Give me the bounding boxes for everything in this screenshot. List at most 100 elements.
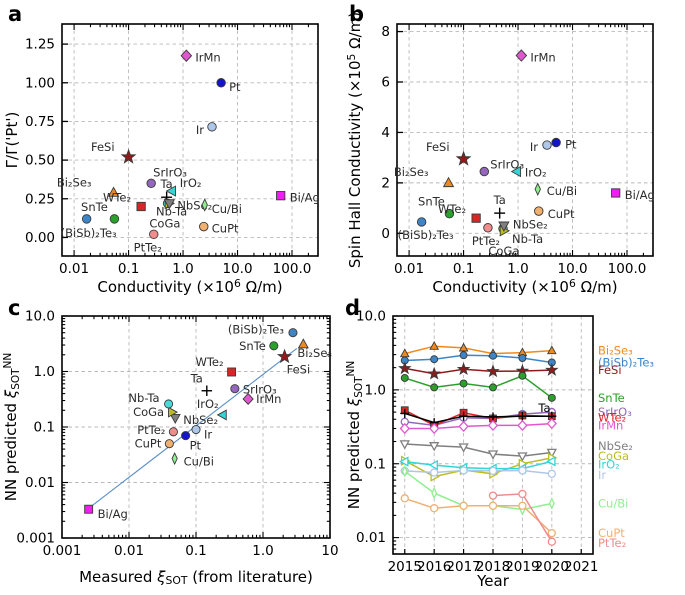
point-label-CuBi: Cu/Bi — [547, 184, 577, 198]
marker-Ta — [201, 385, 213, 396]
point-label-NbTa: Nb-Ta — [128, 391, 159, 405]
x-tick: 1.0 — [252, 543, 273, 559]
point-label-BiAg: Bi/Ag — [98, 507, 128, 521]
panel-b: b (BiSb)₂Te₃ SnTe Bi₂Se₃ FeSi WTe₂ PtTe₂ SrIrO… — [345, 0, 685, 300]
marker-CuPt — [534, 206, 544, 216]
marker-SnTe — [430, 383, 439, 392]
point-label-Bi2Se3: Bi₂Se₃ — [57, 176, 92, 190]
marker-IrMn — [487, 419, 499, 432]
plot-frame — [396, 23, 654, 257]
marker-Ir — [542, 140, 552, 150]
y-tick: 0.00 — [25, 230, 55, 246]
point-label-Ir: Ir — [196, 123, 204, 137]
marker-IrMn — [399, 422, 410, 435]
point-label-IrMn: IrMn — [256, 392, 281, 406]
panel-b-yaxis-label: Spin Hall Conductivity (×105 Ω/m) — [345, 12, 364, 268]
panel-a: a (BiSb)₂Te₃ SnTe Bi₂Se₃ FeSi WTe₂ PtTe₂ SrIrO… — [0, 0, 345, 300]
marker-CuBi — [171, 452, 178, 466]
point-label-PtTe2: PtTe₂ — [472, 234, 500, 248]
point-label-Ta: Ta — [190, 372, 203, 386]
marker-SnTe — [269, 341, 279, 351]
panel-a-plot: (BiSb)₂Te₃ SnTe Bi₂Se₃ FeSi WTe₂ PtTe₂ SrIrO₃T… — [3, 23, 320, 296]
series-CoGa — [401, 452, 558, 482]
marker-IrMn — [458, 420, 469, 433]
y-tick: 6 — [381, 75, 390, 91]
point-label-FeSi: FeSi — [426, 140, 450, 154]
y-tick-labels: 0.001 0.01 0.1 1.0 10.0 — [16, 309, 55, 547]
marker-NbTa — [164, 399, 174, 409]
marker-NbSe2 — [399, 440, 410, 450]
series-Bi2Se3 — [399, 340, 557, 358]
marker-BiSb2Te3 — [416, 217, 427, 227]
x-tick: 0.01 — [59, 261, 89, 277]
marker-CuBi — [401, 465, 408, 478]
point-label-SnTe: SnTe — [239, 339, 266, 353]
series-label-CoGa: CoGa — [598, 449, 629, 463]
marker-Bi2Se3 — [442, 176, 455, 188]
marker-NbSe2 — [517, 452, 528, 462]
marker-IrO2 — [510, 165, 522, 178]
x-tick: 2017 — [446, 559, 480, 575]
x-tick: 0.1 — [118, 261, 139, 277]
marker-CuBi — [201, 198, 208, 212]
plot-frame — [61, 23, 319, 257]
series-group — [397, 340, 559, 546]
y-tick: 8 — [381, 24, 390, 40]
marker-FeSi — [455, 150, 472, 166]
series-label-Ir: Ir — [598, 468, 606, 482]
point-label-Ta: Ta — [493, 193, 506, 207]
marker-IrMn — [242, 392, 254, 406]
marker-SnTe — [444, 208, 455, 219]
series-CuPt — [400, 494, 556, 538]
marker-PtTe2 — [483, 223, 493, 233]
marker-Ta — [459, 411, 469, 421]
x-tick: 2015 — [388, 559, 422, 575]
x-tick-labels: 0.01 0.1 1.0 10.0 100.0 — [394, 261, 646, 277]
y-tick: 0.001 — [16, 531, 55, 547]
point-label-Bi2Se3: Bi₂Se₃ — [297, 346, 332, 360]
point-label-CuBi: Cu/Bi — [184, 455, 214, 469]
point-label-FeSi: FeSi — [287, 363, 311, 377]
marker-IrMn — [546, 417, 558, 430]
marker-SnTe — [489, 383, 497, 392]
series-line — [404, 470, 552, 511]
x-tick: 10.0 — [557, 261, 587, 277]
point-label-PtTe2: PtTe₂ — [137, 423, 165, 437]
panel-c-yaxis-label: NN predicted ξSOTNN — [2, 353, 22, 502]
marker-Ir — [547, 469, 556, 479]
point-label-SrIrO3: SrIrO₃ — [243, 383, 277, 397]
point-label-Ta: Ta — [160, 177, 173, 191]
point-label-CoGa: CoGa — [133, 405, 164, 419]
marker-BiSb2Te3 — [81, 214, 92, 224]
point-label-IrO2: IrO₂ — [525, 166, 547, 180]
marker-BiAg — [84, 504, 94, 514]
y-tick: 0.1 — [34, 420, 55, 436]
y-tick: 1.0 — [34, 364, 55, 380]
point-label-IrMn: IrMn — [530, 51, 555, 65]
series-Ta — [400, 408, 557, 428]
marker-Ir — [207, 122, 217, 132]
series-FeSi — [397, 361, 559, 380]
marker-FeSi — [276, 348, 293, 364]
series-SnTe — [400, 371, 556, 402]
panel-b-xaxis-label: Conductivity (×106 Ω/m) — [432, 277, 617, 296]
x-tick: 1.0 — [507, 261, 528, 277]
marker-PtTe2 — [488, 491, 498, 500]
point-label-NbTa: Nb-Ta — [512, 232, 543, 246]
series-label-IrO2: IrO₂ — [598, 457, 620, 471]
marker-IrMn — [517, 419, 528, 432]
marker-FeSi — [427, 366, 441, 380]
y-tick: 0.01 — [356, 530, 386, 546]
marker-NbSe2 — [428, 442, 440, 452]
marker-FeSi — [545, 363, 559, 376]
point-label-BiSb2Te3: (BiSb)₂Te₃ — [228, 323, 284, 337]
marker-Bi2Se3 — [107, 186, 120, 197]
marker-CuPt — [488, 501, 498, 510]
marker-WTe2 — [227, 367, 237, 377]
marker-FeSi — [486, 364, 500, 378]
series-PtTe2 — [488, 489, 556, 546]
series-line — [404, 457, 552, 478]
marker-CuPt — [430, 504, 439, 513]
